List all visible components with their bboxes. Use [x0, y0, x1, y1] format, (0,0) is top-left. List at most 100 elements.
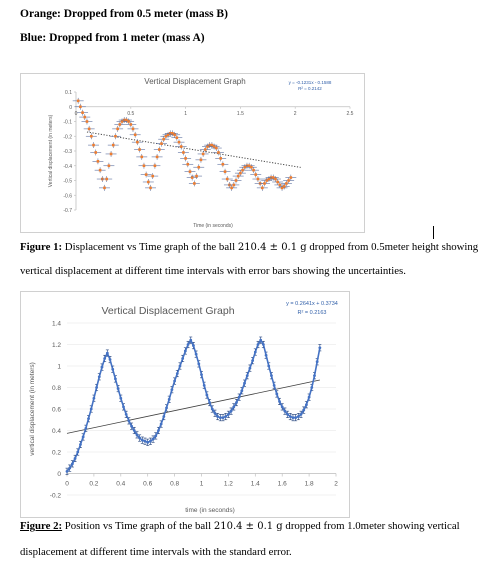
- chart-1-point: [232, 183, 236, 187]
- chart-1-point: [177, 140, 181, 144]
- chart-1-point: [120, 120, 124, 123]
- chart-1-y-axis-label: Vertical displacement (in meters): [48, 114, 54, 187]
- chart-2-frame: [20, 291, 350, 518]
- chart-2-y-axis-label: vertical displacement (in meters): [29, 362, 36, 456]
- chart-1-point: [96, 160, 100, 163]
- chart-2-point: [189, 338, 193, 342]
- chart-1-point: [116, 127, 119, 131]
- chart-1-point: [85, 120, 89, 123]
- chart-2-point: [70, 462, 74, 466]
- figure-2-measurement: 210.4 ± 0.1 g: [213, 521, 283, 532]
- chart-2-point: [100, 365, 104, 369]
- chart-2-point: [87, 417, 90, 421]
- chart-1-point: [151, 174, 155, 178]
- chart-1-point: [162, 137, 165, 141]
- chart-2-point: [235, 401, 238, 404]
- chart-2-point: [253, 350, 257, 354]
- position-line-chart: 1.41.210.80.60.40.20-0.20 0.2 0.4 0.6 0.8 1 1.…: [20, 291, 350, 518]
- chart-2-point: [259, 338, 263, 342]
- chart-1-x-tick-label: 0.5: [127, 111, 134, 117]
- chart-1-point: [144, 173, 148, 176]
- chart-2-point: [305, 403, 308, 407]
- chart-2-point: [229, 409, 233, 413]
- chart-2-point: [318, 346, 322, 350]
- chart-2-point: [127, 419, 131, 423]
- figure-1-text: Displacement vs Time graph of the ball: [62, 241, 238, 253]
- chart-2-point: [243, 381, 246, 385]
- figure-1-caption: Figure 1: Displacement vs Time graph of …: [20, 241, 490, 277]
- chart-2-point: [232, 405, 236, 409]
- chart-2-point: [278, 400, 281, 403]
- chart-2-point: [105, 351, 109, 355]
- chart-2-point: [165, 406, 168, 410]
- chart-1-point: [247, 164, 251, 168]
- chart-1-r-squared: R² = 0.2142: [298, 86, 322, 91]
- chart-2-point: [192, 344, 195, 347]
- chart-2-r-squared: R² = 0.2163: [298, 310, 327, 316]
- chart-1-y-tick-label: -0.5: [63, 179, 72, 185]
- chart-2-point: [97, 375, 101, 379]
- chart-1-point: [206, 145, 209, 148]
- chart-2-trendline: [66, 379, 320, 434]
- chart-1-point: [197, 165, 201, 169]
- chart-2-point: [313, 374, 316, 378]
- chart-1-point: [278, 183, 282, 187]
- chart-2-point: [275, 392, 279, 396]
- chart-2-x-tick-label: 0.8: [170, 481, 179, 488]
- chart-1-point: [280, 186, 284, 190]
- chart-1-x-tick-label: 1.5: [237, 111, 244, 117]
- blue-series-note: Blue: Dropped from 1 meter (mass A): [20, 32, 205, 44]
- figure-2-text: Position vs Time graph of the ball: [62, 520, 214, 532]
- chart-1-x-tick-label: 0: [75, 111, 78, 117]
- chart-1-y-tick-label: -0.3: [63, 149, 72, 155]
- chart-1-point: [149, 186, 152, 190]
- chart-2-y-tick-label: 0.6: [52, 407, 61, 414]
- chart-1-point: [214, 146, 218, 150]
- chart-1-y-tick-label: -0.1: [63, 120, 72, 126]
- chart-2-point: [159, 422, 163, 426]
- chart-2-y-tick-label: 0: [57, 471, 61, 478]
- chart-2-point: [200, 373, 203, 376]
- chart-1-point: [241, 168, 244, 172]
- chart-2-point: [286, 412, 289, 416]
- chart-1-point: [94, 151, 98, 154]
- figure-1-label: Figure 1:: [20, 241, 63, 253]
- chart-2-x-tick-label: 0.2: [89, 481, 98, 488]
- chart-2-x-tick-label: 1.8: [305, 481, 314, 488]
- chart-1-y-tick-label: -0.6: [63, 193, 72, 199]
- chart-2-point: [162, 415, 166, 418]
- chart-2-point: [272, 383, 276, 387]
- chart-1-point: [217, 151, 220, 154]
- chart-1-point: [160, 142, 163, 145]
- chart-2-point: [270, 374, 273, 378]
- chart-2-point: [221, 416, 225, 419]
- chart-1-panel: 0.1 0 -0.1 -0.2 -0.3 -0.4 -0.5 -0.6 -0.7 0 0.5 1 1.5…: [20, 73, 365, 233]
- chart-2-point: [79, 443, 82, 446]
- chart-2-point: [251, 359, 255, 363]
- chart-1-point: [252, 168, 255, 172]
- chart-1-y-tick-label: 0: [69, 105, 72, 111]
- chart-2-point: [132, 429, 136, 432]
- chart-2-x-tick-label: 2: [334, 481, 338, 488]
- chart-1-point: [256, 177, 260, 181]
- chart-2-title: Vertical Displacement Graph: [101, 305, 234, 317]
- chart-2-point: [315, 360, 319, 364]
- chart-2-point: [283, 409, 287, 413]
- chart-2-point: [130, 424, 133, 428]
- chart-2-x-tick-label: 1.2: [224, 481, 233, 488]
- chart-2-point: [237, 395, 241, 399]
- chart-2-point: [183, 349, 187, 353]
- chart-2-point: [181, 357, 185, 360]
- chart-2-point: [202, 383, 206, 387]
- chart-2-point: [135, 433, 139, 437]
- chart-2-point: [173, 379, 177, 383]
- chart-2-point: [299, 412, 303, 416]
- chart-1-point: [105, 177, 108, 181]
- chart-2-point: [122, 405, 125, 409]
- chart-1-point: [271, 176, 275, 179]
- figure-1-measurement: 210.4 ± 0.1 g: [237, 242, 307, 253]
- chart-1-point: [287, 179, 290, 182]
- chart-1-point: [118, 123, 122, 126]
- orange-series-note: Orange: Dropped from 0.5 meter (mass B): [20, 8, 228, 20]
- chart-1-point: [195, 174, 198, 178]
